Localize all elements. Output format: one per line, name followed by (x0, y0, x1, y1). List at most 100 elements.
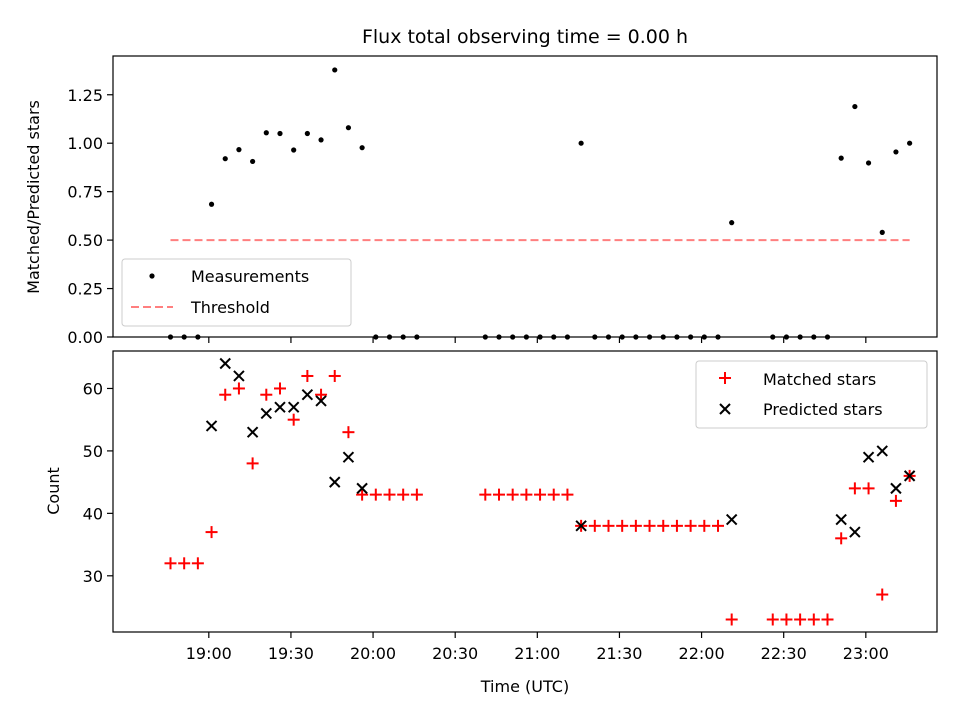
chart-title: Flux total observing time = 0.00 h (362, 26, 688, 48)
matched-star-point (698, 519, 711, 532)
bottom-panel-border (112, 350, 938, 633)
matched-star-point (602, 519, 615, 532)
bottom-xtick-label: 20:30 (432, 644, 478, 663)
predicted-star-point (890, 482, 902, 495)
bottom-xtick-label: 22:00 (679, 644, 725, 663)
bottom-legend: Matched stars Predicted stars (695, 360, 928, 429)
matched-star-point (780, 613, 793, 626)
predicted-star-point (260, 407, 273, 420)
matched-star-point (260, 388, 273, 401)
predicted-star-point (356, 482, 368, 495)
matched-star-point (383, 488, 396, 501)
matched-star-point (315, 388, 328, 401)
matched-star-point (219, 388, 232, 401)
measurement-point (893, 149, 899, 155)
predicted-star-point (205, 420, 218, 432)
bottom-ytick-label: 30 (83, 567, 103, 586)
matched-star-point (643, 519, 656, 532)
top-ytick-label: 1.25 (67, 86, 103, 105)
matched-star-point (356, 488, 369, 501)
measurement-point (263, 130, 269, 136)
measurement-point (250, 158, 256, 165)
bottom-xtick-label: 19:30 (268, 644, 314, 663)
measurement-point (208, 201, 215, 207)
matched-star-point (794, 613, 807, 626)
legend-matched-label: Matched stars (763, 370, 876, 389)
matched-star-point (479, 488, 492, 501)
predicted-star-point (342, 451, 355, 463)
matched-star-point (821, 613, 834, 626)
matched-star-point (328, 369, 341, 382)
matched-star-point (287, 413, 300, 426)
top-ytick-label: 0.00 (67, 328, 103, 347)
bottom-xtick-label: 20:00 (350, 644, 396, 663)
predicted-star-point (575, 520, 587, 532)
bottom-xtick-label: 21:00 (514, 644, 560, 663)
matched-star-point (766, 613, 779, 626)
matched-star-point (889, 494, 902, 507)
bottom-ytick-label: 60 (83, 379, 103, 398)
matched-star-point (520, 488, 533, 501)
bottom-xtick-label: 23:00 (843, 644, 889, 663)
matched-star-point (807, 613, 820, 626)
counts-layer (164, 357, 916, 626)
top-panel: 0.00 0.25 0.50 0.75 1.00 1.25 Matched/Predict… (24, 55, 938, 347)
predicted-star-point (849, 526, 861, 538)
measurement-point (729, 220, 735, 226)
bottom-ytick-label: 40 (83, 504, 103, 523)
measurement-point (304, 130, 310, 137)
top-ytick-label: 1.00 (67, 134, 103, 153)
measurement-point (236, 147, 242, 153)
measurement-point (879, 229, 885, 235)
legend-matched-marker (719, 372, 731, 384)
matched-star-point (164, 557, 177, 570)
predicted-star-point (315, 395, 327, 407)
measurement-point (332, 67, 338, 73)
bottom-legend-box (695, 360, 928, 429)
matched-star-point (492, 488, 505, 501)
matched-star-point (369, 488, 382, 501)
measurement-point (865, 160, 872, 166)
bottom-x-axis-label: Time (UTC) (480, 677, 569, 696)
predicted-star-point (835, 513, 847, 526)
matched-star-point (670, 519, 683, 532)
predicted-star-point (301, 389, 314, 401)
legend-predicted-label: Predicted stars (763, 400, 883, 419)
bottom-xtick-label: 19:00 (186, 644, 232, 663)
predicted-star-point (287, 401, 300, 413)
bottom-xtick-label: 22:30 (761, 644, 807, 663)
matched-star-point (684, 519, 697, 532)
matched-star-point (711, 519, 724, 532)
top-legend: Measurements Threshold (121, 258, 352, 327)
matched-star-point (547, 488, 560, 501)
legend-measurements-marker (149, 273, 155, 279)
matched-star-point (616, 519, 629, 532)
matched-star-point (246, 457, 259, 470)
measurement-point (852, 103, 858, 110)
matched-star-point (629, 519, 642, 532)
measurement-point (345, 125, 352, 131)
matched-star-point (725, 613, 738, 626)
matched-star-point (232, 382, 245, 395)
bottom-ytick-label: 50 (83, 442, 103, 461)
predicted-star-point (274, 401, 286, 413)
measurement-point (578, 140, 584, 146)
matched-star-point (561, 488, 574, 501)
top-ytick-label: 0.75 (67, 183, 103, 202)
measurement-point (291, 147, 297, 153)
predicted-star-point (233, 370, 245, 382)
matched-star-point (301, 369, 314, 382)
matched-star-point (657, 519, 670, 532)
matched-star-point (876, 588, 889, 601)
matched-star-point (848, 482, 861, 495)
matched-star-point (534, 488, 547, 501)
predicted-star-point (246, 426, 259, 438)
top-y-axis-label: Matched/Predicted stars (24, 100, 43, 294)
top-x-ticks (208, 337, 867, 343)
legend-measurements-label: Measurements (191, 267, 309, 286)
matched-star-point (342, 426, 355, 439)
matched-star-point (588, 519, 601, 532)
predicted-star-point (725, 513, 738, 526)
predicted-star-point (219, 357, 231, 370)
